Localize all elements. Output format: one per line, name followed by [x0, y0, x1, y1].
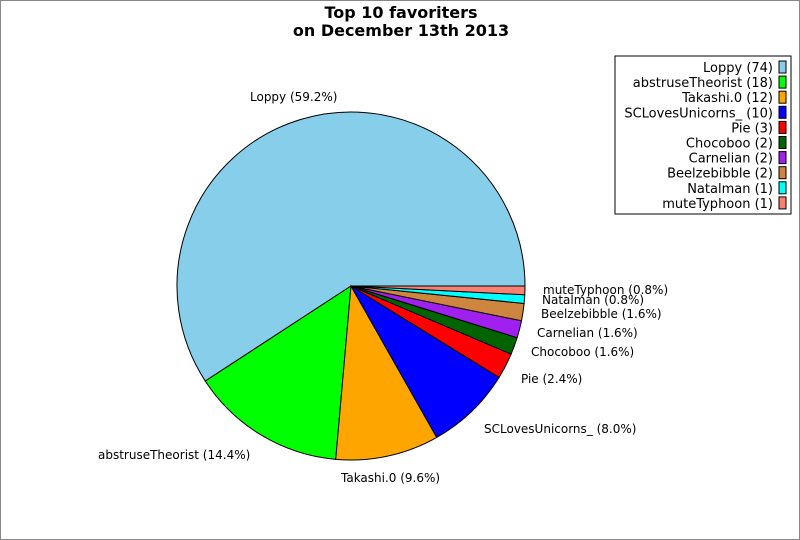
legend-swatch: [778, 181, 787, 195]
legend-swatch: [778, 136, 787, 149]
slice-label: Pie (2.4%): [521, 372, 582, 386]
pie-slice-abstrusetheorist: [204, 285, 352, 460]
legend-swatch: [778, 60, 787, 74]
slice-label: SCLovesUnicorns_ (8.0%): [484, 422, 636, 436]
slice-label: abstruseTheorist (14.4%): [98, 448, 250, 462]
legend-swatch: [778, 120, 787, 134]
slice-label: Beelzebibble (1.6%): [541, 307, 662, 321]
pie-slice-mutetyphoon: [350, 285, 526, 296]
legend-swatch: [778, 105, 787, 119]
legend-swatch: [778, 75, 787, 89]
chart-title-line-2: on December 13th 2013: [293, 21, 509, 40]
chart-title-line-1: Top 10 favoriters: [324, 3, 477, 22]
legend-entry: Beelzebibble (2): [667, 167, 773, 182]
legend-entry: abstruseTheorist (18): [633, 76, 773, 91]
slice-label: Carnelian (1.6%): [537, 326, 638, 340]
legend-entry: Natalman (1): [687, 182, 773, 197]
legend-entry: muteTyphoon (1): [662, 197, 773, 212]
legend-swatch: [778, 196, 787, 210]
slice-label: Chocoboo (1.6%): [531, 345, 634, 359]
legend-box: [614, 55, 792, 215]
pie-slice-loppy: [176, 111, 526, 382]
legend-entry: SCLovesUnicorns_ (10): [624, 106, 773, 121]
legend-swatch: [778, 90, 787, 104]
legend-swatch: [778, 166, 787, 180]
slice-label: Takashi.0 (9.6%): [340, 471, 440, 485]
slice-label: muteTyphoon (0.8%): [543, 283, 668, 297]
legend-entry: Takashi.0 (12): [681, 91, 773, 106]
legend-entry: Pie (3): [731, 121, 773, 136]
pie-slice-takashi-0: [335, 284, 438, 461]
slice-label: Natalman (0.8%): [542, 293, 644, 307]
slice-label: Loppy (59.2%): [250, 90, 337, 104]
legend-entry: Chocoboo (2): [686, 137, 773, 152]
legend-swatch: [778, 151, 787, 165]
legend-entry: Carnelian (2): [689, 152, 773, 167]
legend-entry: Loppy (74): [703, 61, 773, 76]
